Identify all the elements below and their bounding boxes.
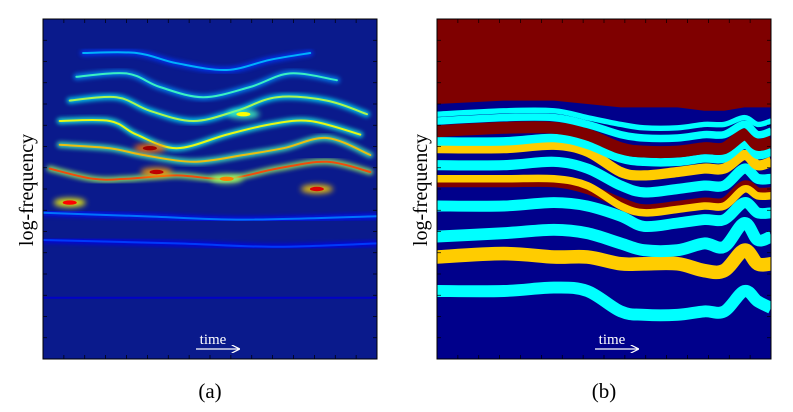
ridge-0 <box>48 160 372 181</box>
hotspot-5 <box>236 112 251 117</box>
panel-a-ylabel: log-frequency <box>16 134 38 246</box>
band-2 <box>437 217 771 257</box>
ridge-7 <box>43 239 377 248</box>
hotspot-1 <box>149 169 164 175</box>
band-3 <box>437 197 771 233</box>
panel-a-hotspots <box>53 109 333 208</box>
panel-b: log-frequency time (b) <box>410 18 772 403</box>
band-9 <box>437 121 771 158</box>
hotspot-3 <box>309 186 324 192</box>
ridge-1 <box>58 136 372 163</box>
panel-a-label: (a) <box>198 379 221 403</box>
band-5 <box>437 174 771 217</box>
panel-a-ticks <box>43 19 377 359</box>
band-1 <box>437 243 771 280</box>
ridge-2 <box>58 118 362 150</box>
band-11 <box>437 107 771 131</box>
panel-b-ticks <box>437 19 771 359</box>
panel-a-ridges <box>43 49 377 301</box>
ridge-3 <box>68 95 368 123</box>
panel-b-top-region <box>437 19 771 111</box>
hotspot-2 <box>62 200 77 205</box>
ridge-4 <box>75 72 338 99</box>
ridge-6 <box>43 211 377 221</box>
ridge-5 <box>82 51 312 72</box>
panel-b-bands <box>437 107 771 322</box>
band-10 <box>437 113 771 143</box>
hotspot-0 <box>142 146 157 151</box>
panel-a-time-label: time <box>200 332 227 348</box>
band-7 <box>437 139 771 181</box>
band-8 <box>437 133 771 167</box>
band-0 <box>437 281 771 322</box>
panel-b-time-label: time <box>599 332 626 348</box>
panel-a: log-frequency time (a) <box>16 18 378 403</box>
hotspot-4 <box>219 176 234 181</box>
panel-b-label: (b) <box>592 379 617 403</box>
band-6 <box>437 156 771 198</box>
panel-b-ylabel: log-frequency <box>410 134 432 246</box>
